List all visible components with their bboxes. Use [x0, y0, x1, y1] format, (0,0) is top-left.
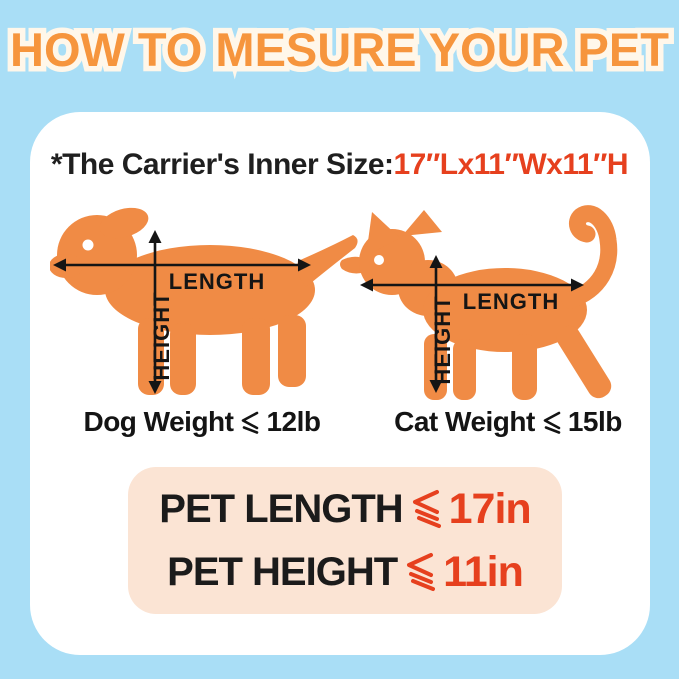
pet-size-limits-box: PET LENGTH 17in PET HEIGHT 11in: [128, 467, 562, 614]
cat-measurement-figure: LENGTH HEIGHT: [340, 196, 644, 408]
dog-body-shape: [49, 207, 358, 395]
cat-body-shape: [340, 205, 618, 400]
page-title-text: HOW TO MESURE YOUR PET: [10, 23, 669, 76]
cat-length-arrowhead-right: [571, 278, 584, 292]
dog-length-label: LENGTH: [169, 269, 265, 294]
carrier-inner-size-value: 17″Lx11″Wx11″H: [393, 148, 629, 181]
pet-length-limit-value: 17in: [448, 484, 532, 533]
dog-height-arrowhead-bottom: [148, 381, 162, 394]
page-title-outline: HOW TO MESURE YOUR PET: [5, 18, 675, 82]
dog-measurement-figure: LENGTH HEIGHT: [49, 203, 360, 403]
cat-height-arrowhead-top: [429, 255, 443, 268]
cat-weight-text: Cat Weight: [394, 406, 535, 437]
cat-length-arrowhead-left: [360, 278, 373, 292]
cat-length-label: LENGTH: [463, 289, 559, 314]
cat-weight-value: 15lb: [567, 406, 623, 437]
dog-eye: [82, 239, 94, 251]
less-than-or-equal-double-icon: [412, 490, 441, 528]
dog-weight-caption: Dog Weight 12lb: [62, 406, 342, 438]
pet-height-limit-value: 11in: [443, 547, 524, 596]
dog-height-label: HEIGHT: [149, 291, 174, 380]
dog-silhouette: LENGTH HEIGHT: [49, 207, 358, 395]
cat-eye: [374, 255, 384, 265]
pet-height-limit-row: PET HEIGHT 11in: [128, 548, 562, 597]
less-than-or-equal-icon: [242, 411, 259, 434]
less-than-or-equal-icon: [543, 411, 561, 434]
dog-height-arrowhead-top: [148, 230, 162, 243]
dog-length-arrowhead-left: [53, 258, 66, 272]
pet-height-limit-label: PET HEIGHT: [167, 549, 398, 594]
carrier-inner-size: *The Carrier's Inner Size:17″Lx11″Wx11″H: [0, 148, 679, 182]
dog-weight-text: Dog Weight: [83, 406, 234, 437]
carrier-inner-size-label: *The Carrier's Inner Size:: [50, 148, 394, 181]
pet-length-limit-row: PET LENGTH 17in: [128, 485, 562, 534]
cat-height-label: HEIGHT: [430, 295, 455, 384]
cat-silhouette: LENGTH HEIGHT: [340, 205, 618, 400]
dog-weight-value: 12lb: [266, 406, 321, 437]
less-than-or-equal-double-icon: [407, 553, 436, 591]
pet-length-limit-label: PET LENGTH: [159, 486, 403, 531]
cat-weight-caption: Cat Weight 15lb: [368, 406, 648, 438]
cat-height-arrowhead-bottom: [429, 380, 443, 393]
page-title: HOW TO MESURE YOUR PET HOW TO MESURE YOU…: [0, 18, 679, 82]
dog-length-arrowhead-right: [298, 258, 311, 272]
